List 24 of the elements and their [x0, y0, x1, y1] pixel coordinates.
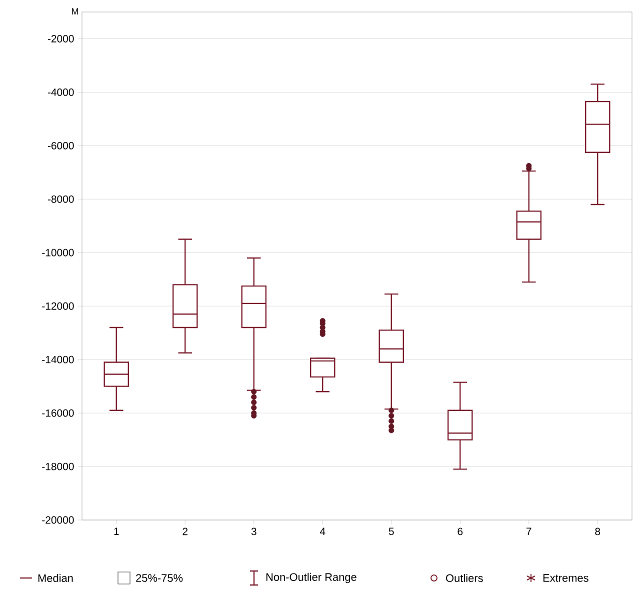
y-tick-label: -8000 — [48, 195, 74, 203]
text: Median — [38, 574, 73, 582]
y-tick-label: -18000 — [42, 462, 74, 470]
y-tick-label: -20000 — [42, 516, 74, 524]
x-tick-label: 7 — [526, 528, 532, 535]
x-tick-label: 6 — [458, 528, 463, 536]
y-tick-label: -16000 — [42, 409, 74, 417]
x-tick-label: 5 — [388, 528, 394, 536]
y-tick-label: -6000 — [48, 142, 74, 150]
y-tick-label: -12000 — [42, 302, 74, 310]
y-tick-label: -14000 — [42, 356, 74, 364]
y-tick-label: -4000 — [48, 88, 74, 96]
x-tick-label: 8 — [595, 528, 600, 536]
x-tick-label: 4 — [320, 528, 326, 535]
x-tick-label: 3 — [251, 528, 256, 536]
y-axis-title: M — [72, 8, 78, 14]
text: Outliers — [446, 574, 483, 582]
text: Extremes — [543, 574, 588, 582]
x-tick-label: 2 — [182, 528, 188, 536]
x-tick-label: 1 — [114, 528, 119, 535]
text: Non-Outlier Range — [266, 572, 356, 584]
text: 25%-75% — [136, 574, 183, 582]
y-tick-label: -2000 — [48, 35, 74, 42]
y-tick-label: -10000 — [42, 248, 74, 256]
